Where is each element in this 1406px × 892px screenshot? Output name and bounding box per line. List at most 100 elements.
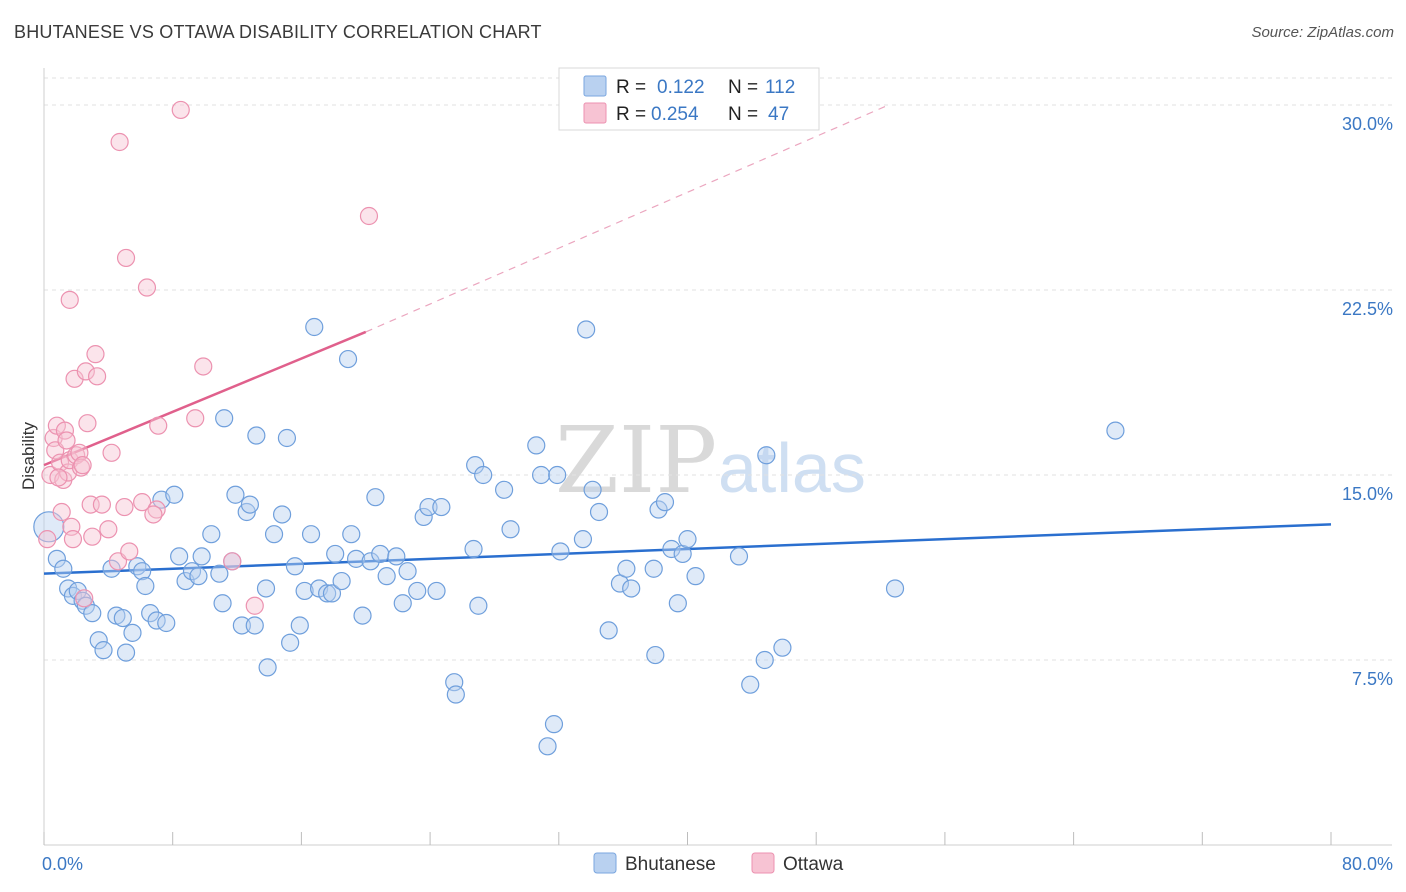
bhutanese-point xyxy=(256,579,276,598)
bhutanese-point xyxy=(338,349,358,369)
bhutanese-point xyxy=(170,547,189,566)
ottawa-point xyxy=(63,530,83,549)
trend-lines xyxy=(43,104,1332,575)
bhutanese-point xyxy=(247,426,266,445)
ottawa-point xyxy=(83,527,102,546)
bhutanese-point xyxy=(215,409,234,428)
legend-n-value-1: 112 xyxy=(765,77,795,98)
ottawa-point xyxy=(86,345,105,364)
bhutanese-trend-line xyxy=(43,523,1332,575)
bhutanese-point xyxy=(686,567,705,586)
bhutanese-point xyxy=(322,584,342,603)
bhutanese-point xyxy=(285,557,305,576)
ottawa-point xyxy=(149,416,168,435)
bhutanese-point xyxy=(668,594,687,613)
bhutanese-point xyxy=(326,544,345,564)
bhutanese-point xyxy=(646,645,665,665)
bhutanese-point xyxy=(68,581,87,601)
chart-title: BHUTANESE VS OTTAWA DISABILITY CORRELATI… xyxy=(14,22,542,42)
bhutanese-point xyxy=(538,737,557,756)
bhutanese-point xyxy=(408,581,427,601)
series-bhutanese xyxy=(33,317,1125,756)
bhutanese-point xyxy=(527,436,546,455)
legend-n-label-2: N = xyxy=(728,104,758,125)
bhutanese-point xyxy=(240,495,260,514)
ottawa-point xyxy=(75,589,94,608)
bhutanese-point xyxy=(76,596,95,615)
legend-r-value-1: 0.122 xyxy=(657,77,705,98)
ottawa-point xyxy=(171,100,190,120)
bhutanese-point xyxy=(47,549,66,568)
bhutanese-point xyxy=(773,638,792,657)
bhutanese-point xyxy=(361,552,380,571)
bhutanese-point xyxy=(305,317,324,337)
tick-labels: 7.5% 15.0% 22.5% 30.0% 0.0% 80.0% xyxy=(42,114,1393,874)
chart-source: Source: ZipAtlas.com xyxy=(1251,24,1394,41)
y-tick-label-2: 22.5% xyxy=(1342,299,1393,319)
ottawa-point xyxy=(76,362,95,381)
ottawa-point xyxy=(115,497,134,517)
bhutanese-point xyxy=(622,579,641,598)
ottawa-point xyxy=(57,431,76,450)
bhutanese-point xyxy=(755,650,774,670)
ottawa-point xyxy=(120,542,139,561)
scatter-points xyxy=(33,100,1125,756)
ottawa-point xyxy=(245,596,264,615)
bhutanese-point xyxy=(548,465,567,485)
bhutanese-point xyxy=(63,586,83,605)
bhutanese-point xyxy=(272,505,292,524)
bhutanese-point xyxy=(757,446,776,465)
bhutanese-point xyxy=(741,675,760,694)
legend-r-label-2: R = xyxy=(616,104,646,125)
bhutanese-point xyxy=(264,525,284,544)
bhutanese-point xyxy=(377,567,396,586)
bhutanese-point xyxy=(346,549,366,568)
bhutanese-point xyxy=(123,623,142,642)
bhutanese-point xyxy=(89,631,108,650)
ottawa-point xyxy=(65,369,84,388)
bhutanese-point xyxy=(678,530,697,549)
bhutanese-point xyxy=(202,525,221,544)
ottawa-trend-extension xyxy=(365,104,889,333)
x-tick-label-0: 0.0% xyxy=(42,854,83,874)
ottawa-point xyxy=(99,520,118,539)
bhutanese-point xyxy=(599,621,618,640)
bhutanese-point xyxy=(165,485,184,504)
bhutanese-point xyxy=(577,320,596,339)
bhutanese-point xyxy=(387,547,406,566)
ottawa-point xyxy=(49,468,68,487)
ottawa-point xyxy=(116,248,136,268)
bhutanese-point xyxy=(427,581,446,601)
series-ottawa xyxy=(38,100,379,615)
ottawa-point xyxy=(223,552,242,571)
bhutanese-point xyxy=(393,594,412,613)
legend-swatch-ottawa xyxy=(583,102,607,124)
bhutanese-point xyxy=(210,564,229,583)
ottawa-point xyxy=(110,132,129,152)
bhutanese-point xyxy=(469,596,488,615)
bhutanese-point xyxy=(885,579,905,598)
y-tick-label-3: 30.0% xyxy=(1342,114,1393,134)
bhutanese-point xyxy=(290,616,309,635)
bhutanese-point xyxy=(318,584,337,603)
bhutanese-point xyxy=(213,594,232,613)
bhutanese-point xyxy=(133,562,152,581)
bhutanese-point xyxy=(94,641,113,660)
bhutanese-point xyxy=(281,633,300,652)
bhutanese-point xyxy=(245,616,264,635)
ottawa-point xyxy=(38,530,57,549)
bhutanese-point xyxy=(729,547,749,566)
ottawa-point xyxy=(147,500,166,519)
y-tick-label-0: 7.5% xyxy=(1352,669,1393,689)
bhutanese-point xyxy=(277,428,297,448)
bhutanese-point xyxy=(589,502,609,522)
ottawa-point xyxy=(73,456,92,475)
watermark-zip: ZIP xyxy=(555,407,717,514)
bottom-legend-label-ottawa: Ottawa xyxy=(783,854,844,875)
ottawa-point xyxy=(194,357,213,376)
bhutanese-point xyxy=(649,500,668,519)
legend-n-label-1: N = xyxy=(728,77,758,98)
bhutanese-point xyxy=(544,715,564,734)
ottawa-point xyxy=(102,443,121,462)
